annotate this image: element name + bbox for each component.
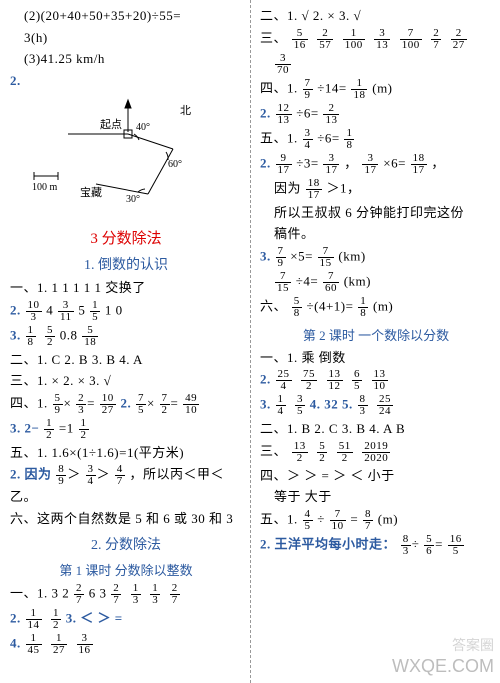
text: 2. 因为 89＞ 34＞ 47 ，所以丙＜甲＜乙。 (10, 464, 242, 507)
right-column: 二、1. √ 2. × 3. √ 三、 516 257 1100 313 710… (250, 0, 500, 683)
text: 370 (274, 53, 492, 76)
text: 五、1. 34 ÷6= 18 (260, 128, 492, 151)
origin-label: 起点 (100, 118, 122, 131)
text: 2. 254 752 1312 65 1310 (260, 369, 492, 392)
text: 一、1. 1 1 1 1 1 交换了 (10, 278, 242, 298)
text: 3(h) (24, 28, 242, 48)
text: 2. 114 12 3. ＜ ＞ = (10, 608, 242, 631)
text: 4. 145 127 316 (10, 633, 242, 656)
text: 一、1. 3 2 27 6 3 27 13 13 27 (10, 583, 242, 606)
text: 六、这两个自然数是 5 和 6 或 30 和 3 (10, 509, 242, 529)
text: 三、 516 257 1100 313 7100 27 227 (260, 28, 492, 51)
text: 3. 2− 12 =1 12 (10, 418, 242, 441)
text: 3. 14 35 4. 32 5. 83 2524 (260, 394, 492, 417)
left-column: (2)(20+40+50+35+20)÷55= 3(h) (3)41.25 km… (0, 0, 250, 683)
text: 3. 79 ×5= 715 (km) (260, 246, 492, 269)
item-num: 2. (10, 73, 21, 88)
heading-section: 2. 分数除法 (10, 534, 242, 554)
text: 五、1. 1.6×(1÷1.6)=1(平方米) (10, 443, 242, 463)
text: 稿件。 (274, 224, 492, 244)
heading-section: 1. 倒数的认识 (10, 254, 242, 274)
text: 3. 18 52 0.8 518 (10, 325, 242, 348)
angle-40: 40° (136, 122, 150, 133)
text: 三、 132 52 512 20192020 (260, 441, 492, 464)
text: (2)(20+40+50+35+20)÷55= (24, 6, 242, 26)
heading-lesson: 第 2 课时 一个数除以分数 (260, 325, 492, 344)
text: 所以王叔叔 6 分钟能打印完这份 (274, 203, 492, 223)
angle-30: 30° (126, 194, 140, 205)
heading-chapter: 3 分数除法 (10, 227, 242, 248)
text: 四、1. 79 ÷14= 118 (m) (260, 78, 492, 101)
baozang-label: 宝藏 (80, 185, 102, 199)
text: 2. 917 ÷3= 317 ， 317 ×6= 1817 ， (260, 153, 492, 176)
text: 四、1. 59× 23= 1027 2. 75× 72= 4910 (10, 393, 242, 416)
angle-60: 60° (168, 159, 182, 170)
text: 等于 大于 (274, 487, 492, 507)
text: 三、1. × 2. × 3. √ (10, 371, 242, 391)
text: 二、1. √ 2. × 3. √ (260, 6, 492, 26)
north-label: 北 (180, 104, 191, 117)
text: 715 ÷4= 760 (km) (274, 271, 492, 294)
watermark-brand: 答案圈 (452, 635, 494, 655)
text: 2. 王洋平均每小时走： 83÷ 56= 165 (260, 534, 492, 557)
text: 五、1. 45 ÷ 710 = 87 (m) (260, 509, 492, 532)
text: 二、1. C 2. B 3. B 4. A (10, 350, 242, 370)
text: 2. 103 4 311 5 15 1 0 (10, 300, 242, 323)
watermark-url: WXQE.COM (392, 656, 494, 677)
heading-lesson: 第 1 课时 分数除以整数 (10, 560, 242, 579)
text: 二、1. B 2. C 3. B 4. A B (260, 419, 492, 439)
text: (3)41.25 km/h (24, 49, 242, 69)
text: 一、1. 乘 倒数 (260, 348, 492, 368)
text: 因为 1817 ＞1， (274, 178, 492, 201)
text: 2. 1213 ÷6= 213 (260, 103, 492, 126)
compass-diagram: 北 起点 40° 60° 30° 宝藏 100 m (28, 94, 242, 219)
text: 四、＞ ＞ = ＞ ＜ 小于 (260, 466, 492, 486)
text: 六、 58 ÷(4+1)= 18 (m) (260, 296, 492, 319)
scale-label: 100 m (32, 182, 58, 193)
